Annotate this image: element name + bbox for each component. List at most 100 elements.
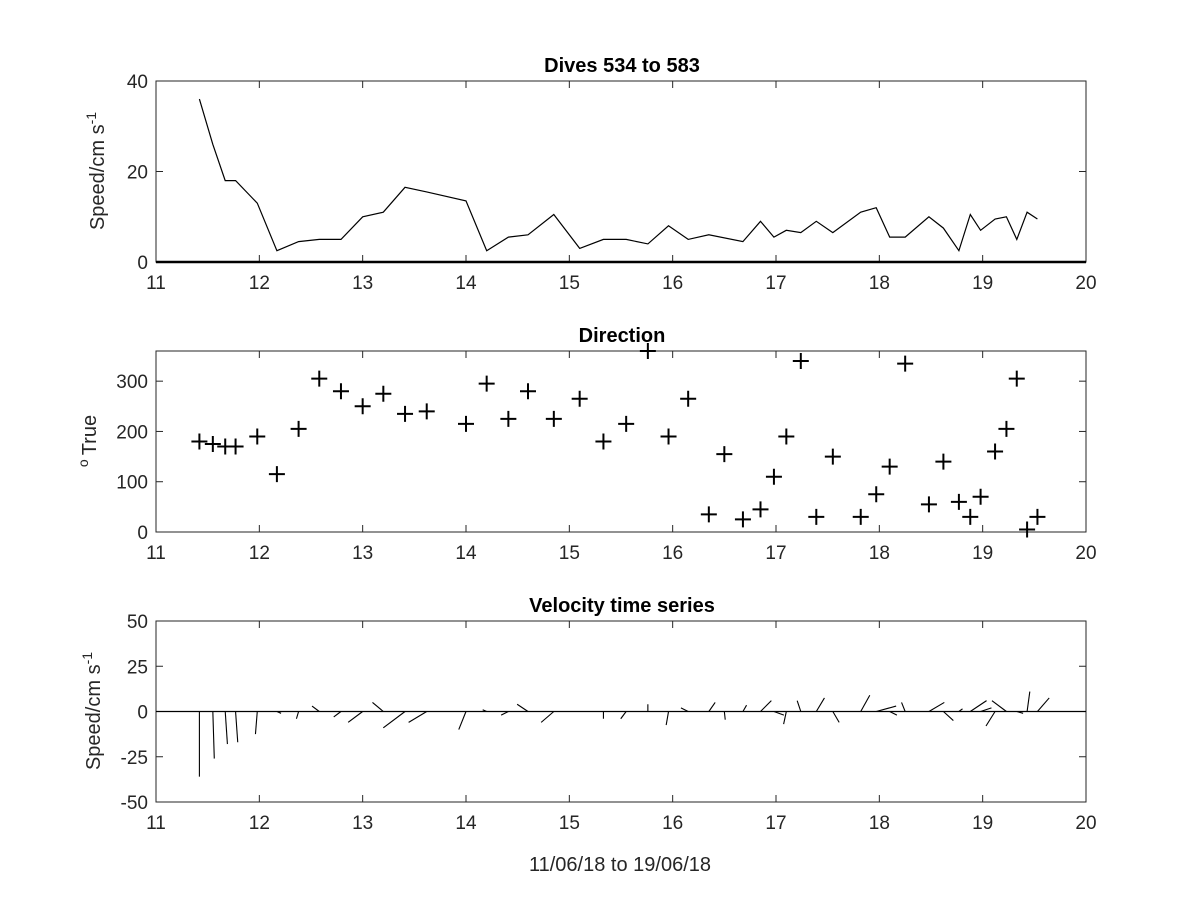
direction-marker xyxy=(792,353,809,370)
velocity-panel-ylabel-superscript: -1 xyxy=(79,652,95,665)
velocity-stick xyxy=(969,700,987,712)
direction-marker xyxy=(935,453,952,470)
velocity-panel-xlabel: 11/06/18 to 19/06/18 xyxy=(529,854,711,876)
direction-marker xyxy=(897,355,914,372)
direction-marker xyxy=(987,443,1004,460)
speed-ytick-label: 20 xyxy=(127,163,148,184)
velocity-stick xyxy=(985,711,996,727)
direction-panel-ylabel: oTrue xyxy=(75,415,101,467)
direction-marker xyxy=(700,506,717,523)
direction-marker xyxy=(571,390,588,407)
velocity-stick xyxy=(540,711,555,723)
direction-marker xyxy=(268,466,285,483)
velocity-stick xyxy=(620,711,627,720)
velocity-stick xyxy=(760,700,772,712)
velocity-stick xyxy=(516,703,529,712)
direction-marker xyxy=(290,420,307,437)
direction-xtick-label: 15 xyxy=(559,543,580,564)
velocity-stick xyxy=(680,707,689,712)
direction-marker xyxy=(618,415,635,432)
direction-xtick-label: 11 xyxy=(146,543,166,564)
speed-xtick-label: 15 xyxy=(559,273,580,294)
direction-ytick-label: 300 xyxy=(116,372,148,393)
velocity-xtick-label: 14 xyxy=(455,813,477,834)
speed-xtick-label: 20 xyxy=(1075,273,1096,294)
direction-marker xyxy=(1029,508,1046,525)
speed-series-line xyxy=(198,98,1038,253)
direction-marker xyxy=(752,501,769,518)
direction-marker xyxy=(680,390,697,407)
direction-marker xyxy=(478,375,495,392)
direction-marker xyxy=(920,496,937,513)
direction-marker xyxy=(972,488,989,505)
velocity-xtick-label: 17 xyxy=(765,813,786,834)
velocity-stick xyxy=(723,711,726,720)
direction-marker xyxy=(716,446,733,463)
velocity-xtick-label: 11 xyxy=(146,813,166,834)
velocity-stick xyxy=(901,702,906,712)
velocity-stick xyxy=(665,711,670,726)
velocity-stick xyxy=(1016,710,1024,714)
velocity-stick xyxy=(815,697,825,712)
direction-marker xyxy=(639,343,656,359)
direction-marker xyxy=(1008,370,1025,387)
velocity-stick xyxy=(943,711,954,721)
velocity-stick xyxy=(276,710,282,714)
velocity-stick xyxy=(832,711,840,723)
velocity-ytick-label: 0 xyxy=(137,703,148,724)
direction-xtick-label: 12 xyxy=(249,543,270,564)
velocity-stick xyxy=(773,710,785,716)
speed-xtick-label: 18 xyxy=(869,273,890,294)
speed-ytick-label: 0 xyxy=(137,253,148,274)
velocity-ytick-label: -50 xyxy=(121,793,148,814)
direction-marker xyxy=(1019,521,1036,538)
direction-marker xyxy=(778,428,795,445)
velocity-panel-ylabel: Speed/cm s-1 xyxy=(79,652,105,770)
velocity-stick xyxy=(958,708,963,712)
velocity-xtick-label: 16 xyxy=(662,813,683,834)
velocity-stick xyxy=(796,700,802,712)
velocity-xtick-label: 18 xyxy=(869,813,890,834)
velocity-stick xyxy=(1037,697,1050,712)
direction-ytick-label: 100 xyxy=(116,473,148,494)
direction-marker xyxy=(418,403,435,420)
direction-marker xyxy=(458,415,474,432)
speed-panel-ylabel: Speed/cm s-1 xyxy=(83,112,109,230)
velocity-stick xyxy=(408,711,428,723)
velocity-stick xyxy=(347,711,363,723)
direction-xtick-label: 18 xyxy=(869,543,890,564)
direction-xtick-label: 14 xyxy=(455,543,477,564)
velocity-xtick-label: 12 xyxy=(249,813,270,834)
direction-marker xyxy=(962,508,979,525)
velocity-stick xyxy=(991,700,1007,712)
velocity-xtick-label: 19 xyxy=(972,813,993,834)
velocity-stick xyxy=(482,709,487,713)
direction-ytick-label: 0 xyxy=(137,523,148,544)
speed-xtick-label: 17 xyxy=(765,273,786,294)
velocity-stick xyxy=(980,707,992,713)
direction-marker xyxy=(950,493,967,510)
velocity-stick xyxy=(295,711,300,719)
direction-marker xyxy=(227,438,244,455)
velocity-stick xyxy=(235,711,239,743)
velocity-stick xyxy=(860,694,871,712)
velocity-stick xyxy=(254,711,258,735)
velocity-xtick-label: 13 xyxy=(352,813,373,834)
direction-marker xyxy=(375,385,392,402)
speed-xtick-label: 11 xyxy=(146,273,166,294)
velocity-stick xyxy=(889,711,898,716)
velocity-ytick-label: 50 xyxy=(127,612,148,633)
velocity-stick xyxy=(708,702,716,712)
velocity-panel: Velocity time series Speed/cm s-1 11/06/… xyxy=(79,595,1097,876)
direction-panel-ylabel-superscript: o xyxy=(75,459,91,467)
direction-marker xyxy=(852,508,869,525)
speed-axes-box xyxy=(155,80,1087,263)
direction-marker xyxy=(191,433,208,450)
velocity-ytick-label: 25 xyxy=(127,657,148,678)
speed-xtick-label: 13 xyxy=(352,273,373,294)
direction-marker xyxy=(660,428,677,445)
velocity-stick xyxy=(311,705,320,712)
direction-marker xyxy=(765,468,782,485)
velocity-stick xyxy=(928,701,945,712)
